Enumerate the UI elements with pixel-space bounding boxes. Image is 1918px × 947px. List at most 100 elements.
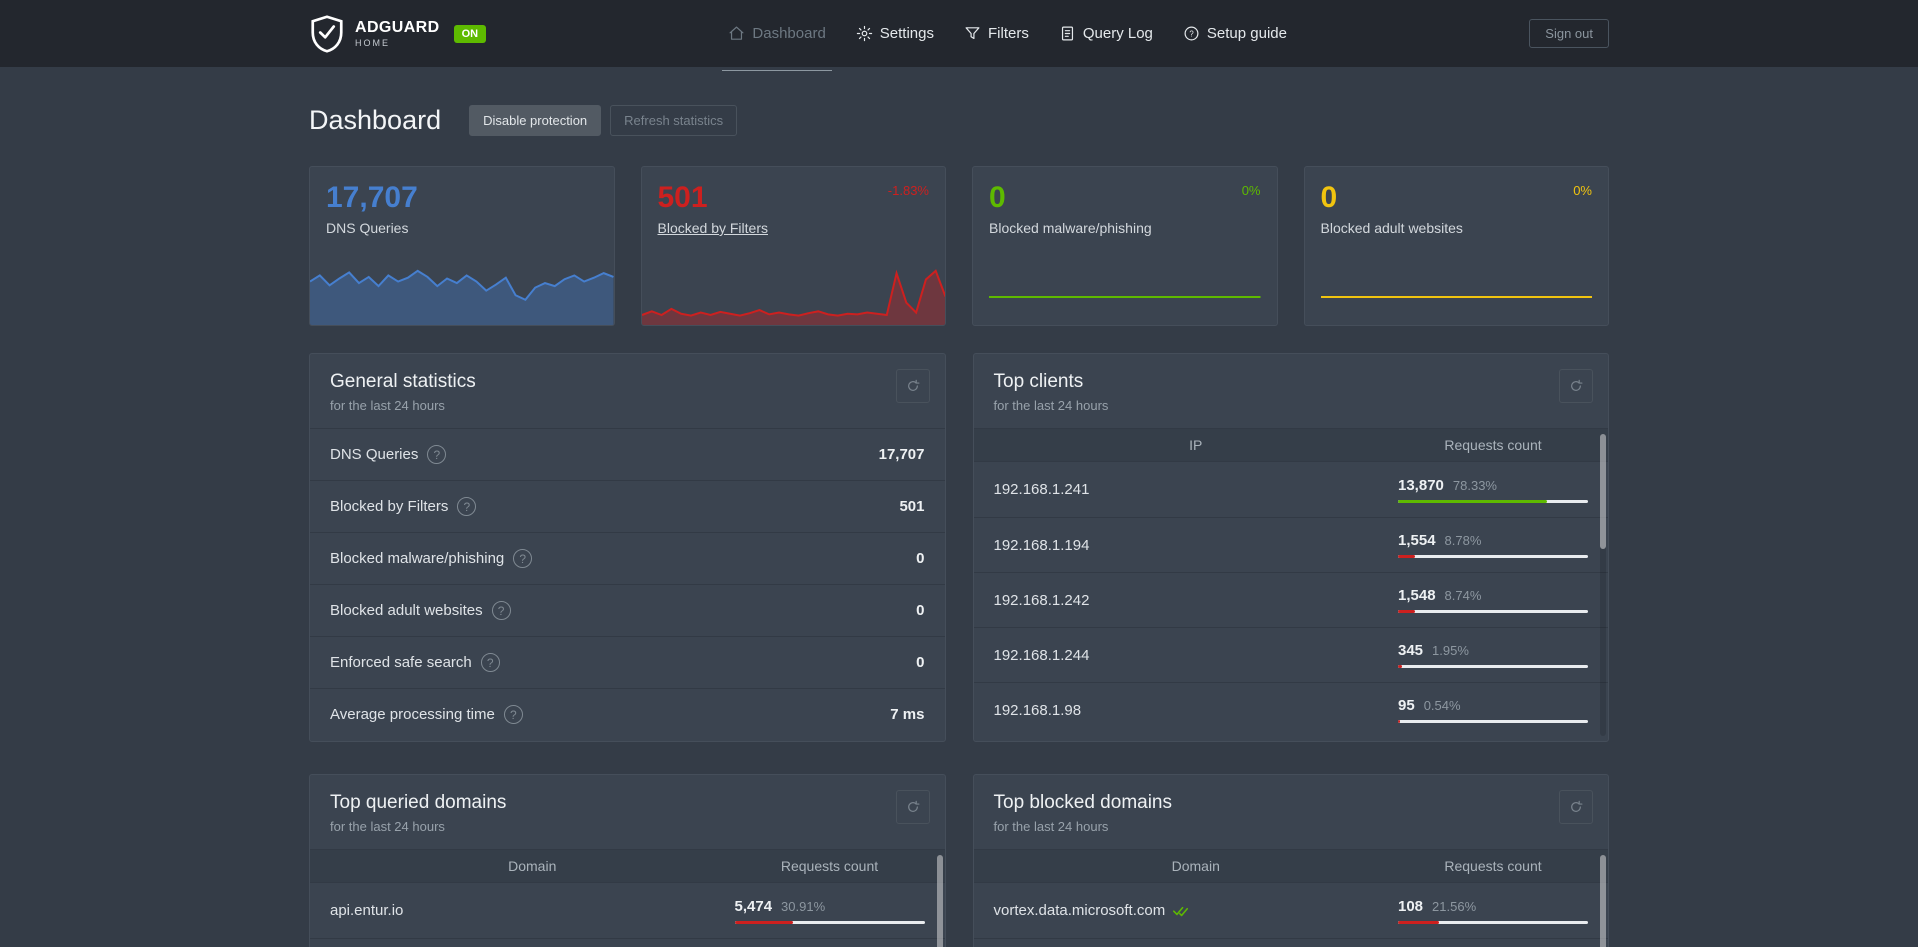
row-value: 0	[916, 602, 925, 619]
refresh-statistics-button[interactable]: Refresh statistics	[610, 105, 738, 136]
blocked-filters-link[interactable]: Blocked by Filters	[657, 220, 768, 236]
stat-cards-row: 17,707 DNS Queries 501 -1.83% Blocked by…	[309, 166, 1609, 326]
panel-subtitle: for the last 24 hours	[993, 819, 1109, 834]
top-queried-domains-panel: Top queried domains for the last 24 hour…	[309, 774, 946, 947]
request-count: 95	[1398, 697, 1415, 714]
help-icon[interactable]	[480, 653, 500, 672]
refresh-button[interactable]	[1559, 790, 1593, 824]
stat-card-blocked-malware: 0 0% Blocked malware/phishing	[972, 166, 1278, 326]
column-header-requests: Requests count	[780, 858, 879, 874]
panel-subtitle: for the last 24 hours	[330, 819, 445, 834]
top-navbar: ADGUARD HOME ON Dashboard Settings Filte…	[0, 0, 1918, 71]
stat-row-avg-processing-time: Average processing time 7 ms	[310, 688, 945, 740]
nav-item-query-log[interactable]: Query Log	[1059, 0, 1153, 67]
gear-icon	[856, 25, 872, 42]
general-statistics-panel: General statistics for the last 24 hours…	[309, 353, 946, 742]
blocked-adult-label: Blocked adult websites	[1320, 220, 1463, 236]
dashboard-main: Dashboard Disable protection Refresh sta…	[309, 105, 1609, 947]
nav-item-settings[interactable]: Settings	[856, 0, 934, 67]
domain-row: vortex.data.microsoft.com 108 21.56%	[974, 883, 1609, 938]
column-header-ip: IP	[1189, 437, 1203, 453]
dns-queries-value: 17,707	[326, 181, 418, 214]
blocked-filters-value: 501	[657, 181, 708, 214]
blocked-domain: vortex.data.microsoft.com	[993, 902, 1166, 919]
row-label: Blocked malware/phishing	[330, 550, 505, 567]
row-value: 501	[899, 498, 925, 515]
blocked-malware-sparkline	[989, 269, 1261, 299]
panel-title: General statistics	[330, 371, 476, 392]
row-label: Average processing time	[330, 706, 495, 723]
nav-item-setup-guide[interactable]: ? Setup guide	[1183, 0, 1287, 67]
row-value: 17,707	[878, 446, 925, 463]
client-ip: 192.168.1.194	[993, 536, 1090, 554]
refresh-button[interactable]	[895, 790, 930, 824]
request-percent: 30.91%	[781, 898, 826, 914]
client-row: 192.168.1.194 1,554 8.78%	[973, 517, 1608, 572]
dns-queries-label: DNS Queries	[326, 220, 409, 236]
shield-logo-icon	[311, 14, 343, 53]
row-value: 0	[916, 550, 925, 567]
client-row: 192.168.1.241 13,870 78.33%	[974, 462, 1609, 517]
refresh-button[interactable]	[1559, 369, 1593, 403]
stat-row-safe-search: Enforced safe search 0	[310, 636, 945, 688]
help-icon[interactable]	[513, 549, 533, 568]
blocked-malware-value: 0	[989, 181, 1006, 214]
request-count: 1,554	[1398, 532, 1436, 549]
request-percent: 8.74%	[1444, 588, 1482, 603]
nav-item-filters[interactable]: Filters	[964, 0, 1029, 67]
client-row: 192.168.1.242 1,548 8.74%	[973, 572, 1608, 627]
column-header-domain: Domain	[508, 858, 557, 874]
client-ip: 192.168.1.98	[993, 701, 1082, 719]
disable-protection-button[interactable]: Disable protection	[469, 105, 602, 136]
nav-label: Setup guide	[1206, 25, 1287, 42]
domain-row: api.entur.io 5,474 30.91%	[310, 883, 945, 938]
help-icon[interactable]	[503, 705, 523, 724]
tracker-info-icon[interactable]	[1172, 902, 1189, 919]
blocked-adult-sparkline	[1321, 269, 1593, 299]
request-percent: 78.33%	[1452, 477, 1497, 493]
row-label: DNS Queries	[330, 446, 419, 463]
stat-row-blocked-filters: Blocked by Filters 501	[310, 480, 945, 532]
stat-card-blocked-adult: 0 0% Blocked adult websites	[1303, 166, 1609, 326]
request-percent: 8.78%	[1444, 533, 1482, 548]
refresh-icon	[907, 800, 919, 812]
top-clients-panel: Top clients for the last 24 hours IP Req…	[972, 353, 1609, 742]
progress-bar	[1398, 610, 1588, 613]
progress-bar	[1398, 499, 1588, 503]
row-value: 7 ms	[890, 706, 925, 723]
refresh-icon	[907, 379, 919, 391]
domain-row	[973, 938, 1608, 947]
help-icon[interactable]	[491, 601, 511, 620]
refresh-button[interactable]	[895, 369, 930, 403]
client-ip: 192.168.1.244	[993, 646, 1090, 664]
row-label: Enforced safe search	[330, 654, 472, 671]
refresh-icon	[1571, 379, 1583, 391]
table-header: IP Requests count	[973, 428, 1608, 462]
dns-queries-sparkline	[310, 267, 614, 325]
stat-card-blocked-by-filters: 501 -1.83% Blocked by Filters	[640, 166, 946, 326]
progress-bar	[1398, 555, 1588, 558]
scrollbar[interactable]	[1600, 434, 1606, 736]
blocked-filters-delta: -1.83%	[887, 183, 929, 198]
progress-bar	[1398, 720, 1588, 723]
client-row: 192.168.1.98 95 0.54%	[973, 682, 1608, 737]
help-icon[interactable]	[427, 445, 447, 464]
blocked-adult-value: 0	[1320, 181, 1338, 214]
progress-bar	[734, 920, 925, 924]
svg-text:?: ?	[1189, 29, 1194, 38]
page-title: Dashboard	[309, 105, 442, 135]
adguard-home-brand[interactable]: ADGUARD HOME ON	[309, 14, 487, 54]
refresh-icon	[1571, 800, 1583, 812]
nav-item-dashboard[interactable]: Dashboard	[722, 0, 833, 71]
nav-label: Settings	[879, 25, 934, 42]
request-count: 108	[1398, 897, 1424, 915]
blocked-adult-delta: 0%	[1573, 183, 1592, 198]
scrollbar[interactable]	[936, 855, 943, 947]
column-header-requests: Requests count	[1444, 858, 1542, 874]
help-icon[interactable]	[457, 497, 477, 516]
scrollbar[interactable]	[1600, 855, 1606, 947]
request-percent: 1.95%	[1432, 643, 1469, 658]
row-label: Blocked adult websites	[330, 602, 483, 619]
sign-out-button[interactable]: Sign out	[1529, 19, 1609, 48]
nav-label: Query Log	[1082, 25, 1153, 42]
